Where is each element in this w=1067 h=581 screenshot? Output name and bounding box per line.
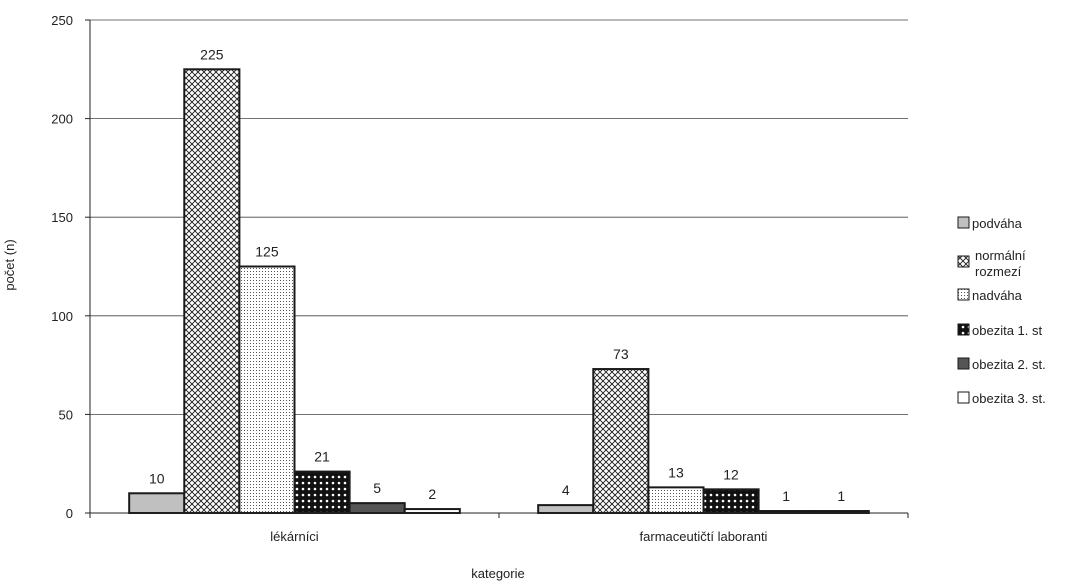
- data-label: 73: [613, 346, 629, 362]
- legend-swatch: [957, 357, 970, 370]
- legend: podváha normální rozmezí nadváha obezita 1. …: [957, 216, 1046, 406]
- data-label: 125: [255, 244, 279, 260]
- x-tick-label: farmaceutičtí laboranti: [640, 529, 768, 544]
- legend-label: obezita 1. st: [972, 323, 1042, 338]
- data-label: 4: [562, 482, 570, 498]
- legend-label: obezita 2. st.: [972, 357, 1046, 372]
- legend-label: normální rozmezí: [975, 248, 1026, 279]
- y-tick-label: 0: [66, 506, 73, 521]
- data-label: 10: [149, 470, 165, 486]
- data-label: 13: [668, 464, 684, 480]
- legend-swatch: [957, 216, 970, 229]
- y-tick-labels: 0 50 100 150 200 250: [51, 13, 73, 521]
- axes: [85, 19, 909, 518]
- y-tick-label: 200: [51, 112, 73, 127]
- y-axis-label: počet (n): [2, 239, 17, 290]
- data-label: 2: [428, 486, 436, 502]
- data-label: 5: [373, 480, 381, 496]
- legend-swatch: [957, 255, 970, 268]
- data-label: 12: [723, 466, 739, 482]
- bar: [128, 492, 186, 514]
- bar: [293, 470, 351, 515]
- x-tick-label: lékárníci: [270, 529, 319, 544]
- data-label: 1: [782, 488, 790, 504]
- bar: [702, 488, 760, 514]
- data-label: 1: [837, 488, 845, 504]
- legend-swatch: [957, 391, 970, 404]
- bar: [238, 265, 296, 514]
- x-axis-label: kategorie: [471, 566, 524, 581]
- bar: [537, 504, 595, 514]
- bar: [592, 368, 650, 514]
- bar: [403, 508, 461, 514]
- data-label: 225: [200, 46, 224, 62]
- bar: [647, 486, 705, 515]
- data-label: 21: [314, 449, 330, 465]
- bars: [128, 68, 870, 515]
- legend-label: obezita 3. st.: [972, 391, 1046, 406]
- x-tick-labels: lékárníci farmaceutičtí laboranti: [270, 529, 767, 544]
- y-tick-label: 150: [51, 210, 73, 225]
- legend-swatch: [957, 288, 970, 301]
- y-tick-label: 100: [51, 309, 73, 324]
- legend-swatch: [957, 323, 970, 336]
- y-tick-label: 250: [51, 13, 73, 28]
- y-tick-label: 50: [59, 407, 73, 422]
- legend-label: nadváha: [972, 288, 1023, 303]
- legend-label: podváha: [972, 216, 1023, 231]
- bar: [183, 68, 241, 515]
- bar: [348, 502, 406, 515]
